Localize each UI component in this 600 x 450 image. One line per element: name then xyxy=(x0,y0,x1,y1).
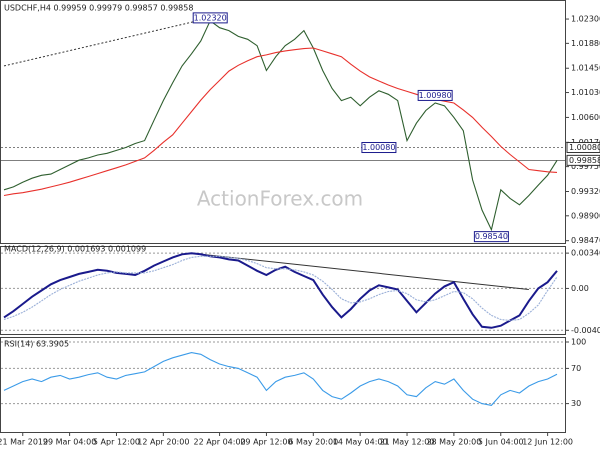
y-tick-label: -0.004043 xyxy=(571,326,600,335)
x-tick-label: 29 Mar 04:00 xyxy=(43,438,96,447)
annotation-label: 1.00080 xyxy=(362,143,395,152)
price-label: 1.00080 xyxy=(569,143,600,152)
y-tick-label: 70 xyxy=(571,364,581,373)
y-tick-label: 0.98470 xyxy=(571,236,600,245)
series-line xyxy=(3,255,558,322)
y-tick-label: 0.003409 xyxy=(571,249,600,258)
trend-line xyxy=(3,17,211,67)
trend-line xyxy=(191,252,529,290)
y-tick-label: 0.00 xyxy=(571,284,589,293)
annotation-box xyxy=(192,12,228,24)
series-line xyxy=(3,47,558,197)
panel-title: MACD(12,26,9) 0.001693 0.001099 xyxy=(4,245,146,254)
panel-title: USDCHF,H4 0.99959 0.99979 0.99857 0.9985… xyxy=(4,4,193,13)
y-tick-label: 1.01450 xyxy=(571,64,600,73)
macd-panel xyxy=(0,246,566,335)
x-tick-label: 12 Jun 12:00 xyxy=(522,438,573,447)
annotation-box xyxy=(473,231,509,243)
x-tick-label: 29 Apr 12:00 xyxy=(240,438,292,447)
watermark: ActionForex.com xyxy=(197,187,363,211)
price-box xyxy=(566,154,600,166)
annotation-label: 0.98540 xyxy=(475,232,508,241)
price-box xyxy=(566,142,600,154)
annotation-label: 1.02320 xyxy=(194,13,227,22)
panel-title: RSI(14) 63.3905 xyxy=(4,340,69,349)
y-tick-label: 1.02300 xyxy=(571,15,600,24)
x-tick-label: 21 Mar 2019 xyxy=(0,438,48,447)
x-tick-label: 12 Apr 20:00 xyxy=(137,438,189,447)
series-line xyxy=(3,252,558,329)
y-tick-label: 1.01880 xyxy=(571,39,600,48)
price-label: 0.99858 xyxy=(569,156,600,165)
x-tick-label: 22 Apr 04:00 xyxy=(193,438,245,447)
x-tick-label: 5 Apr 12:00 xyxy=(93,438,140,447)
x-tick-label: 28 May 20:00 xyxy=(426,438,481,447)
annotation-box xyxy=(361,142,397,154)
x-tick-label: 6 May 20:00 xyxy=(288,438,338,447)
annotation-label: 1.00980 xyxy=(419,91,452,100)
series-line xyxy=(3,352,558,406)
x-tick-label: 5 Jun 04:00 xyxy=(478,438,524,447)
x-tick-label: 21 May 12:00 xyxy=(380,438,435,447)
y-tick-label: 1.01030 xyxy=(571,88,600,97)
annotation-box xyxy=(417,89,453,101)
y-tick-label: 100 xyxy=(571,338,586,347)
x-tick-label: 14 May 04:00 xyxy=(333,438,388,447)
main-panel xyxy=(0,0,566,244)
y-tick-label: 30 xyxy=(571,399,581,408)
rsi-panel xyxy=(0,337,566,433)
